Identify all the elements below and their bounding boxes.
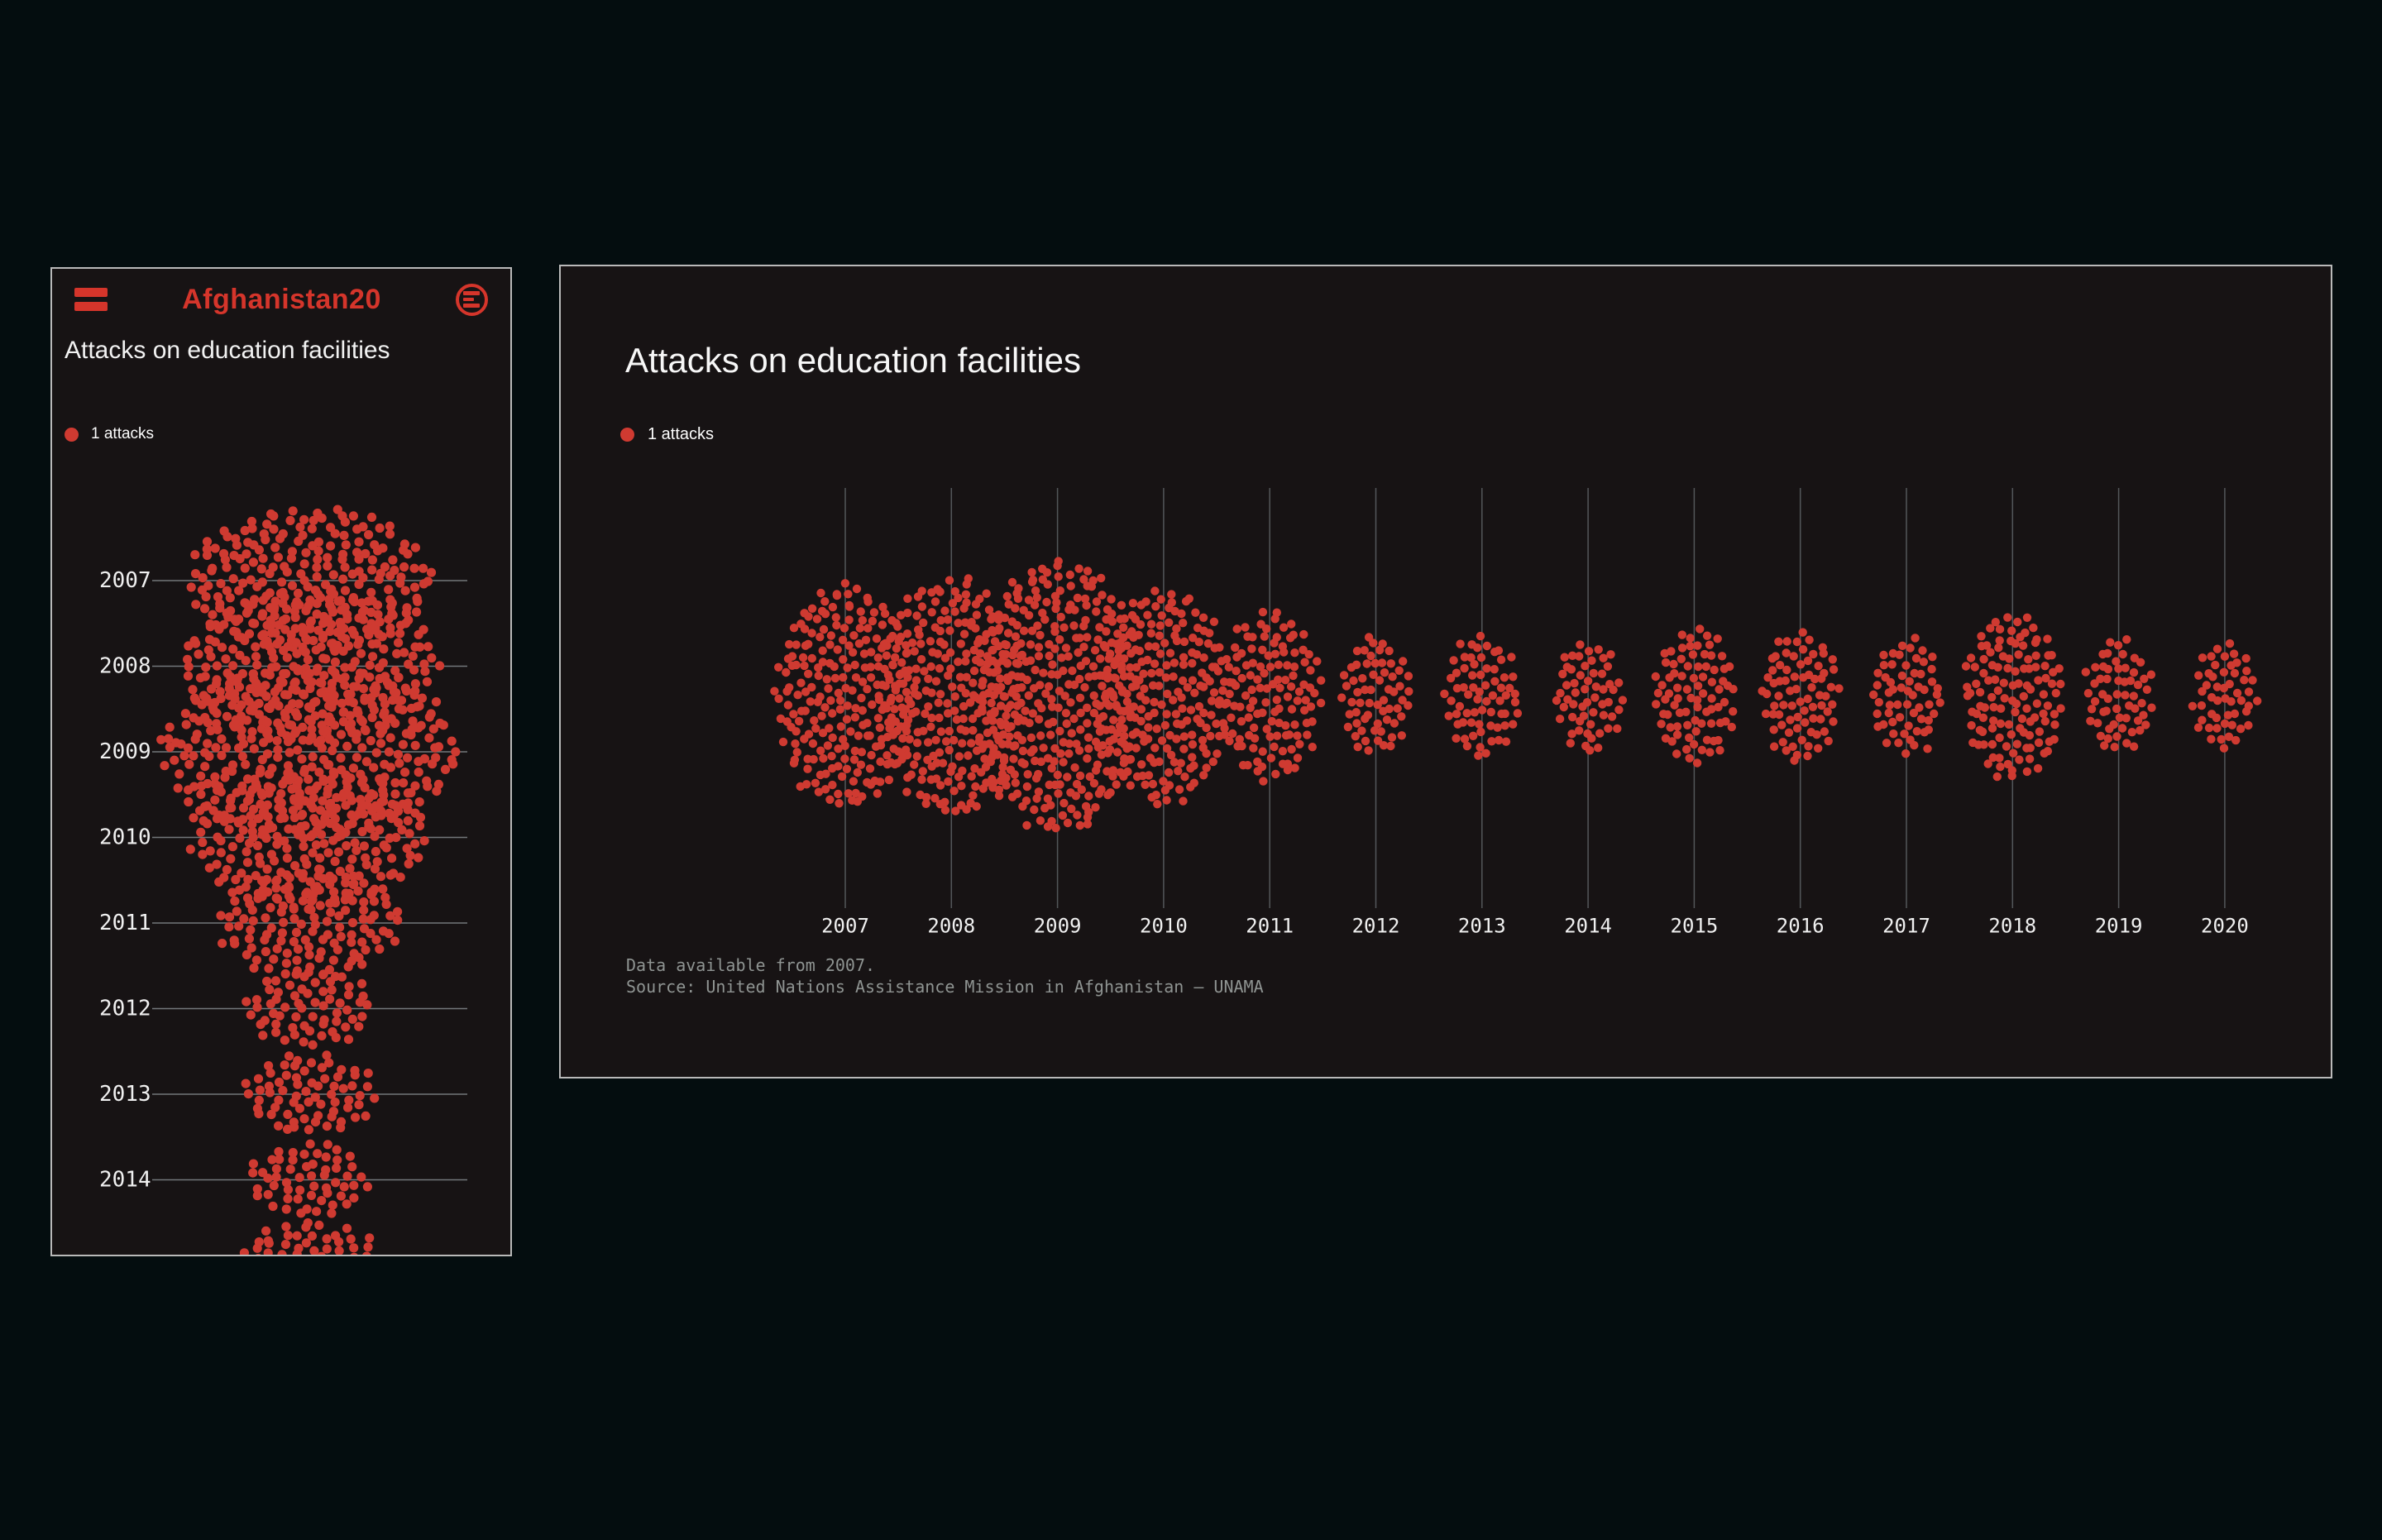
desktop-panel: 2007 2008 2009 2010 2011 2012 2013 2014 2015 2016…: [559, 265, 2332, 1078]
circled-menu-icon[interactable]: [455, 283, 488, 316]
chart-title: Attacks on education facilities: [65, 337, 390, 364]
axis-label-2008: 2008: [99, 654, 151, 679]
cluster-2015: [239, 1218, 375, 1255]
axis-label-2019: 2019: [2095, 915, 2143, 938]
cluster-2007: [186, 505, 437, 658]
axis-label-2018: 2018: [1988, 915, 2036, 938]
footnote-line-2: Source: United Nations Assistance Missio…: [626, 977, 1264, 997]
cluster-2016: [1758, 628, 1844, 765]
cluster-2019: [2081, 635, 2156, 752]
axis-label-2010: 2010: [99, 825, 151, 850]
cluster-2014: [1552, 640, 1628, 755]
legend-label: 1 attacks: [648, 425, 715, 443]
cluster-2013: [1440, 631, 1523, 760]
cluster-2011: [1213, 607, 1326, 786]
cluster-2012: [1337, 633, 1413, 755]
cluster-2020: [2188, 638, 2262, 753]
legend-dot-icon: [65, 427, 79, 442]
cluster-2014: [248, 1139, 372, 1218]
legend-dot-icon: [620, 428, 634, 442]
cluster-2015: [1651, 624, 1738, 768]
axis-label-2014: 2014: [1564, 915, 1612, 938]
cluster-2017: [1869, 634, 1944, 758]
cluster-2010: [1095, 586, 1235, 809]
source-note: Data available from 2007. Source: United…: [626, 954, 1264, 997]
axis-label-2015: 2015: [1671, 915, 1719, 938]
cluster-2013: [241, 1050, 380, 1135]
cluster-2012: [242, 968, 372, 1050]
footnote-line-1: Data available from 2007.: [626, 955, 876, 975]
axis-label-2009: 2009: [99, 739, 151, 764]
axis-label-2015: 2015: [99, 1253, 151, 1255]
axis-label-2017: 2017: [1882, 915, 1930, 938]
hamburger-icon[interactable]: [74, 287, 108, 312]
axis-label-2011: 2011: [99, 911, 151, 935]
axis-label-2014: 2014: [99, 1168, 151, 1193]
legend-label: 1 attacks: [91, 425, 155, 442]
app-title: Afghanistan20: [182, 283, 381, 315]
axis-label-2008: 2008: [927, 915, 975, 938]
axis-label-2012: 2012: [99, 997, 151, 1021]
beeswarm-chart-vertical: 2007200820092010201120122013201420152016…: [99, 505, 467, 1255]
axis-label-2011: 2011: [1246, 915, 1294, 938]
cluster-2007: [770, 579, 919, 808]
axis-label-2007: 2007: [821, 915, 869, 938]
chart-title: Attacks on education facilities: [625, 341, 1081, 380]
axis-label-2009: 2009: [1034, 915, 1082, 938]
legend: 1 attacks: [65, 425, 154, 443]
beeswarm-chart-horizontal: 2007 2008 2009 2010 2011 2012 2013 2014 2015 2016…: [770, 488, 2262, 938]
legend: 1 attacks: [620, 425, 714, 444]
cluster-2018: [1961, 613, 2065, 782]
axis-label-2007: 2007: [99, 568, 151, 593]
mobile-header: Afghanistan20: [52, 269, 510, 330]
axis-label-2012: 2012: [1352, 915, 1400, 938]
axis-label-2020: 2020: [2201, 915, 2249, 938]
axis-label-2013: 2013: [99, 1082, 151, 1107]
axis-label-2010: 2010: [1140, 915, 1188, 938]
axis-label-2016: 2016: [1777, 915, 1825, 938]
cluster-2009: [969, 557, 1144, 833]
mobile-panel: 2007200820092010201120122013201420152016…: [50, 267, 512, 1256]
axis-label-2013: 2013: [1458, 915, 1506, 938]
cluster-2010: [185, 760, 429, 915]
cluster-2011: [216, 864, 403, 982]
